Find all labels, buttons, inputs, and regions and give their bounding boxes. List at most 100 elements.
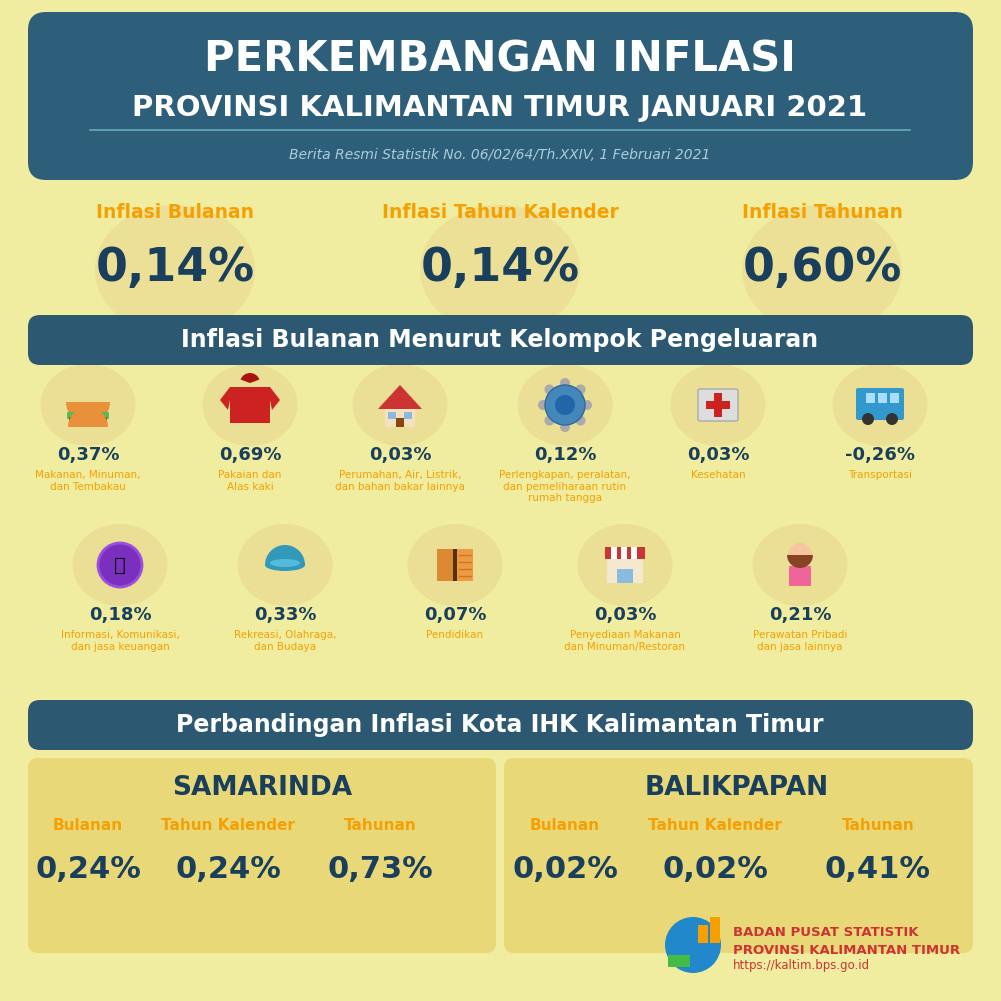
Ellipse shape [237,524,332,606]
Text: Transportasi: Transportasi [848,470,912,480]
Ellipse shape [742,205,902,335]
Circle shape [545,384,555,394]
Circle shape [788,543,812,567]
Text: Bulanan: Bulanan [53,818,123,833]
FancyBboxPatch shape [396,418,404,427]
Wedge shape [66,402,110,424]
Text: Tahunan: Tahunan [842,818,914,833]
Text: 0,37%: 0,37% [57,446,119,464]
Ellipse shape [518,364,613,446]
FancyBboxPatch shape [437,549,453,581]
Text: Kesehatan: Kesehatan [691,470,746,480]
Text: Tahun Kalender: Tahun Kalender [648,818,782,833]
Ellipse shape [833,364,928,446]
Text: 0,18%: 0,18% [89,606,151,624]
Text: Informasi, Komunikasi,
dan jasa keuangan: Informasi, Komunikasi, dan jasa keuangan [61,630,179,652]
Text: -0,26%: -0,26% [845,446,915,464]
FancyBboxPatch shape [714,393,722,417]
Circle shape [545,385,585,425]
Polygon shape [270,387,280,410]
Text: PROVINSI KALIMANTAN TIMUR JANUARI 2021: PROVINSI KALIMANTAN TIMUR JANUARI 2021 [132,94,868,122]
Circle shape [582,400,592,410]
Text: 0,41%: 0,41% [825,856,931,885]
Wedge shape [68,407,108,427]
FancyBboxPatch shape [69,417,107,424]
Text: BADAN PUSAT STATISTIK: BADAN PUSAT STATISTIK [733,927,919,940]
FancyBboxPatch shape [866,393,875,403]
Text: 0,69%: 0,69% [219,446,281,464]
Text: Bulanan: Bulanan [530,818,600,833]
FancyBboxPatch shape [385,409,415,427]
FancyBboxPatch shape [28,12,973,180]
Circle shape [862,413,874,425]
Circle shape [576,415,586,425]
Text: Inflasi Bulanan Menurut Kelompok Pengeluaran: Inflasi Bulanan Menurut Kelompok Pengelu… [181,328,819,352]
Text: 0,02%: 0,02% [513,856,618,885]
Circle shape [886,413,898,425]
FancyBboxPatch shape [631,547,637,559]
FancyBboxPatch shape [698,925,708,943]
FancyBboxPatch shape [457,549,473,581]
Text: 📞: 📞 [114,556,126,575]
Text: Berita Resmi Statistik No. 06/02/64/Th.XXIV, 1 Februari 2021: Berita Resmi Statistik No. 06/02/64/Th.X… [289,148,711,162]
Text: 0,24%: 0,24% [175,856,281,885]
Text: Inflasi Tahun Kalender: Inflasi Tahun Kalender [381,202,619,221]
FancyBboxPatch shape [890,393,899,403]
FancyBboxPatch shape [710,917,720,943]
FancyBboxPatch shape [28,758,496,953]
Text: Pendidikan: Pendidikan [426,630,483,640]
FancyBboxPatch shape [605,547,645,559]
FancyBboxPatch shape [607,559,643,583]
Polygon shape [378,385,422,409]
Text: 0,73%: 0,73% [327,856,432,885]
Ellipse shape [671,364,766,446]
Text: 0,24%: 0,24% [35,856,141,885]
Ellipse shape [352,364,447,446]
FancyBboxPatch shape [789,566,811,586]
Ellipse shape [407,524,503,606]
FancyBboxPatch shape [67,412,109,419]
Text: 0,14%: 0,14% [420,245,580,290]
Wedge shape [787,555,813,568]
Ellipse shape [578,524,673,606]
Text: Rekreasi, Olahraga,
dan Budaya: Rekreasi, Olahraga, dan Budaya [234,630,336,652]
Circle shape [538,400,548,410]
Text: PERKEMBANGAN INFLASI: PERKEMBANGAN INFLASI [204,39,796,81]
FancyBboxPatch shape [404,412,412,419]
Text: 0,03%: 0,03% [594,606,657,624]
Text: 0,33%: 0,33% [253,606,316,624]
Text: Tahunan: Tahunan [343,818,416,833]
Ellipse shape [270,559,300,567]
Text: Perawatan Pribadi
dan jasa lainnya: Perawatan Pribadi dan jasa lainnya [753,630,847,652]
Text: SAMARINDA: SAMARINDA [172,775,352,801]
FancyBboxPatch shape [28,700,973,750]
Text: Perumahan, Air, Listrik,
dan bahan bakar lainnya: Perumahan, Air, Listrik, dan bahan bakar… [335,470,464,491]
Ellipse shape [95,205,255,335]
Circle shape [560,378,570,388]
FancyBboxPatch shape [856,388,904,420]
Polygon shape [220,387,230,410]
FancyBboxPatch shape [504,758,973,953]
Polygon shape [230,387,270,423]
FancyBboxPatch shape [28,315,973,365]
Text: Inflasi Tahunan: Inflasi Tahunan [742,202,903,221]
Ellipse shape [202,364,297,446]
Text: Tahun Kalender: Tahun Kalender [161,818,295,833]
FancyBboxPatch shape [611,547,617,559]
Circle shape [576,384,586,394]
Circle shape [665,917,721,973]
FancyBboxPatch shape [617,569,633,583]
FancyBboxPatch shape [706,401,730,409]
Text: Perbandingan Inflasi Kota IHK Kalimantan Timur: Perbandingan Inflasi Kota IHK Kalimantan… [176,713,824,737]
FancyBboxPatch shape [698,389,738,421]
Circle shape [98,543,142,587]
FancyBboxPatch shape [453,549,457,581]
Text: 0,12%: 0,12% [534,446,597,464]
Text: 0,02%: 0,02% [662,856,768,885]
Text: BALIKPAPAN: BALIKPAPAN [645,775,829,801]
Text: https://kaltim.bps.go.id: https://kaltim.bps.go.id [733,959,870,972]
Text: 0,03%: 0,03% [687,446,750,464]
Ellipse shape [420,205,580,335]
Ellipse shape [40,364,135,446]
FancyBboxPatch shape [878,393,887,403]
